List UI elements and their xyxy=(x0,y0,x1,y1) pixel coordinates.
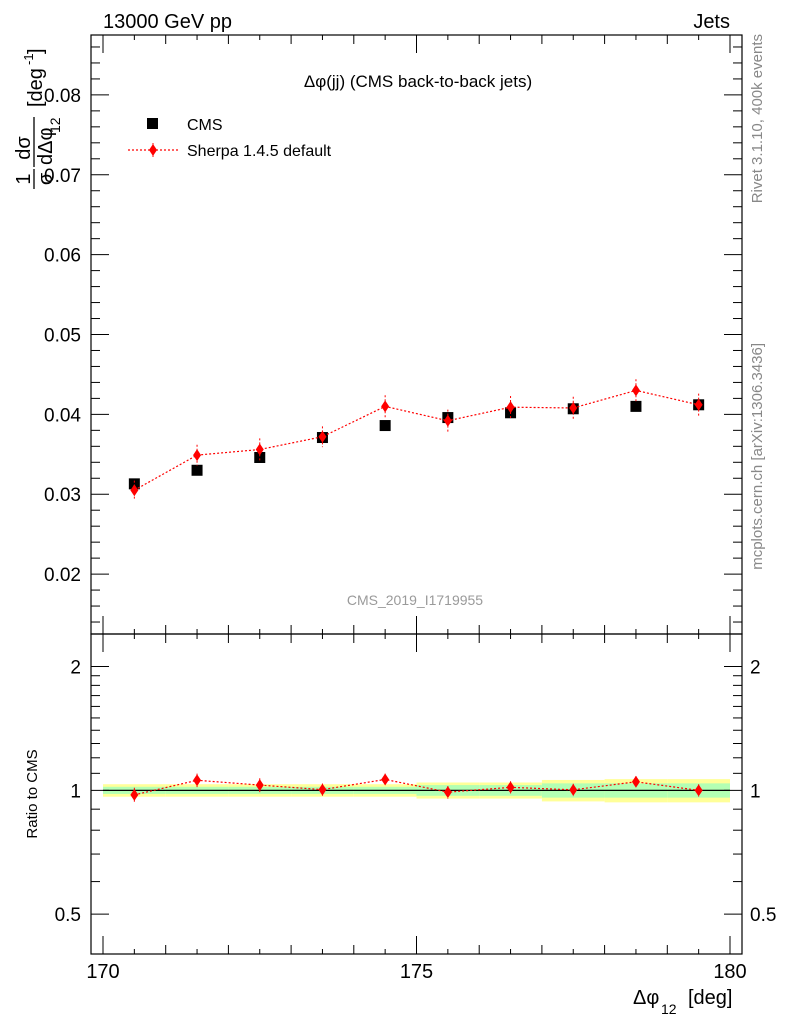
legend: CMS Sherpa 1.4.5 default xyxy=(128,117,332,160)
y-tick-label: 0.04 xyxy=(44,405,81,426)
cms-point xyxy=(191,464,203,476)
legend-cms-marker xyxy=(147,118,158,129)
xlabel-symbol: Δφ xyxy=(633,987,659,1009)
ylabel-frac-num: 1 xyxy=(13,173,35,184)
data-marks xyxy=(128,379,705,803)
sherpa-point xyxy=(193,449,202,462)
tick-labels: 170 175 180 0.02 0.03 0.04 0.05 0.06 0.07 0.08 0.5… xyxy=(44,86,776,983)
ylabel-d-num: dσ xyxy=(13,136,35,160)
mcplots-reference-label: mcplots.cern.ch [arXiv:1306.3436] xyxy=(749,343,766,570)
sherpa-ratio-point xyxy=(255,779,264,792)
ratio-y-tick-label: 2 xyxy=(70,658,81,679)
process-label: Jets xyxy=(693,11,730,33)
sherpa-ratio-point xyxy=(631,775,640,788)
ylabel-d-den: dΔφ xyxy=(35,128,57,165)
sherpa-point xyxy=(506,401,515,414)
xlabel-unit: [deg] xyxy=(688,987,732,1009)
ylabel-d-den-sub: 12 xyxy=(47,117,63,133)
sherpa-point xyxy=(318,430,327,443)
sherpa-point xyxy=(694,398,703,411)
x-tick-label: 180 xyxy=(713,961,746,983)
y-tick-label: 0.06 xyxy=(44,246,81,267)
sherpa-point xyxy=(443,414,452,427)
sherpa-point xyxy=(255,443,264,456)
main-y-axis-label: 1 σ dσ dΔφ 12 [deg -1 ] xyxy=(13,48,63,189)
y-tick-label: 0.05 xyxy=(44,326,81,347)
ratio-y-tick-label-right: 0.5 xyxy=(750,905,776,926)
sherpa-point xyxy=(569,401,578,414)
sherpa-ratio-line xyxy=(134,778,699,796)
xlabel-subscript: 12 xyxy=(661,1001,677,1017)
sherpa-ratio-point xyxy=(569,783,578,796)
sherpa-point xyxy=(631,384,640,397)
plot-title: Δφ(jj) (CMS back-to-back jets) xyxy=(304,72,532,91)
axis-ticks xyxy=(91,35,742,954)
sherpa-ratio-point xyxy=(193,774,202,787)
legend-sherpa-marker xyxy=(149,144,157,156)
ratio-y-axis-label: Ratio to CMS xyxy=(24,749,41,838)
sherpa-ratio-point xyxy=(318,783,327,796)
ratio-y-tick-label: 1 xyxy=(70,781,81,802)
ylabel-unit: [deg xyxy=(25,68,47,107)
sherpa-ratio-point xyxy=(381,773,390,786)
legend-cms-label: CMS xyxy=(187,117,223,134)
rivet-version-label: Rivet 3.1.10, 400k events xyxy=(749,34,766,203)
y-tick-label: 0.02 xyxy=(44,565,81,586)
cms-point xyxy=(128,478,140,490)
ratio-y-tick-label-right: 2 xyxy=(750,658,761,679)
sherpa-ratio-point xyxy=(443,786,452,799)
sherpa-ratio-point xyxy=(130,788,139,801)
sherpa-point xyxy=(130,484,139,497)
ylabel-unit-close: ] xyxy=(25,48,47,54)
ylabel-unit-sup: -1 xyxy=(21,53,36,65)
cms-point xyxy=(254,451,266,463)
x-axis-label: Δφ 12 [deg] xyxy=(633,987,732,1017)
sherpa-point xyxy=(381,400,390,413)
sherpa-ratio-point xyxy=(506,781,515,794)
cms-point xyxy=(379,420,391,432)
legend-sherpa-label: Sherpa 1.4.5 default xyxy=(187,143,332,160)
x-tick-label: 175 xyxy=(400,961,433,983)
sherpa-ratio-point xyxy=(694,784,703,797)
cms-point xyxy=(630,400,642,412)
ylabel-frac-den: σ xyxy=(35,172,57,185)
y-tick-label: 0.07 xyxy=(44,166,81,187)
energy-label: 13000 GeV pp xyxy=(103,11,232,33)
ratio-y-tick-label: 0.5 xyxy=(55,905,81,926)
y-tick-label: 0.03 xyxy=(44,485,81,506)
y-tick-label: 0.08 xyxy=(44,86,81,107)
analysis-watermark: CMS_2019_I1719955 xyxy=(347,592,483,608)
x-tick-label: 170 xyxy=(86,961,119,983)
sherpa-line xyxy=(134,389,699,491)
ratio-y-tick-label-right: 1 xyxy=(750,781,761,802)
